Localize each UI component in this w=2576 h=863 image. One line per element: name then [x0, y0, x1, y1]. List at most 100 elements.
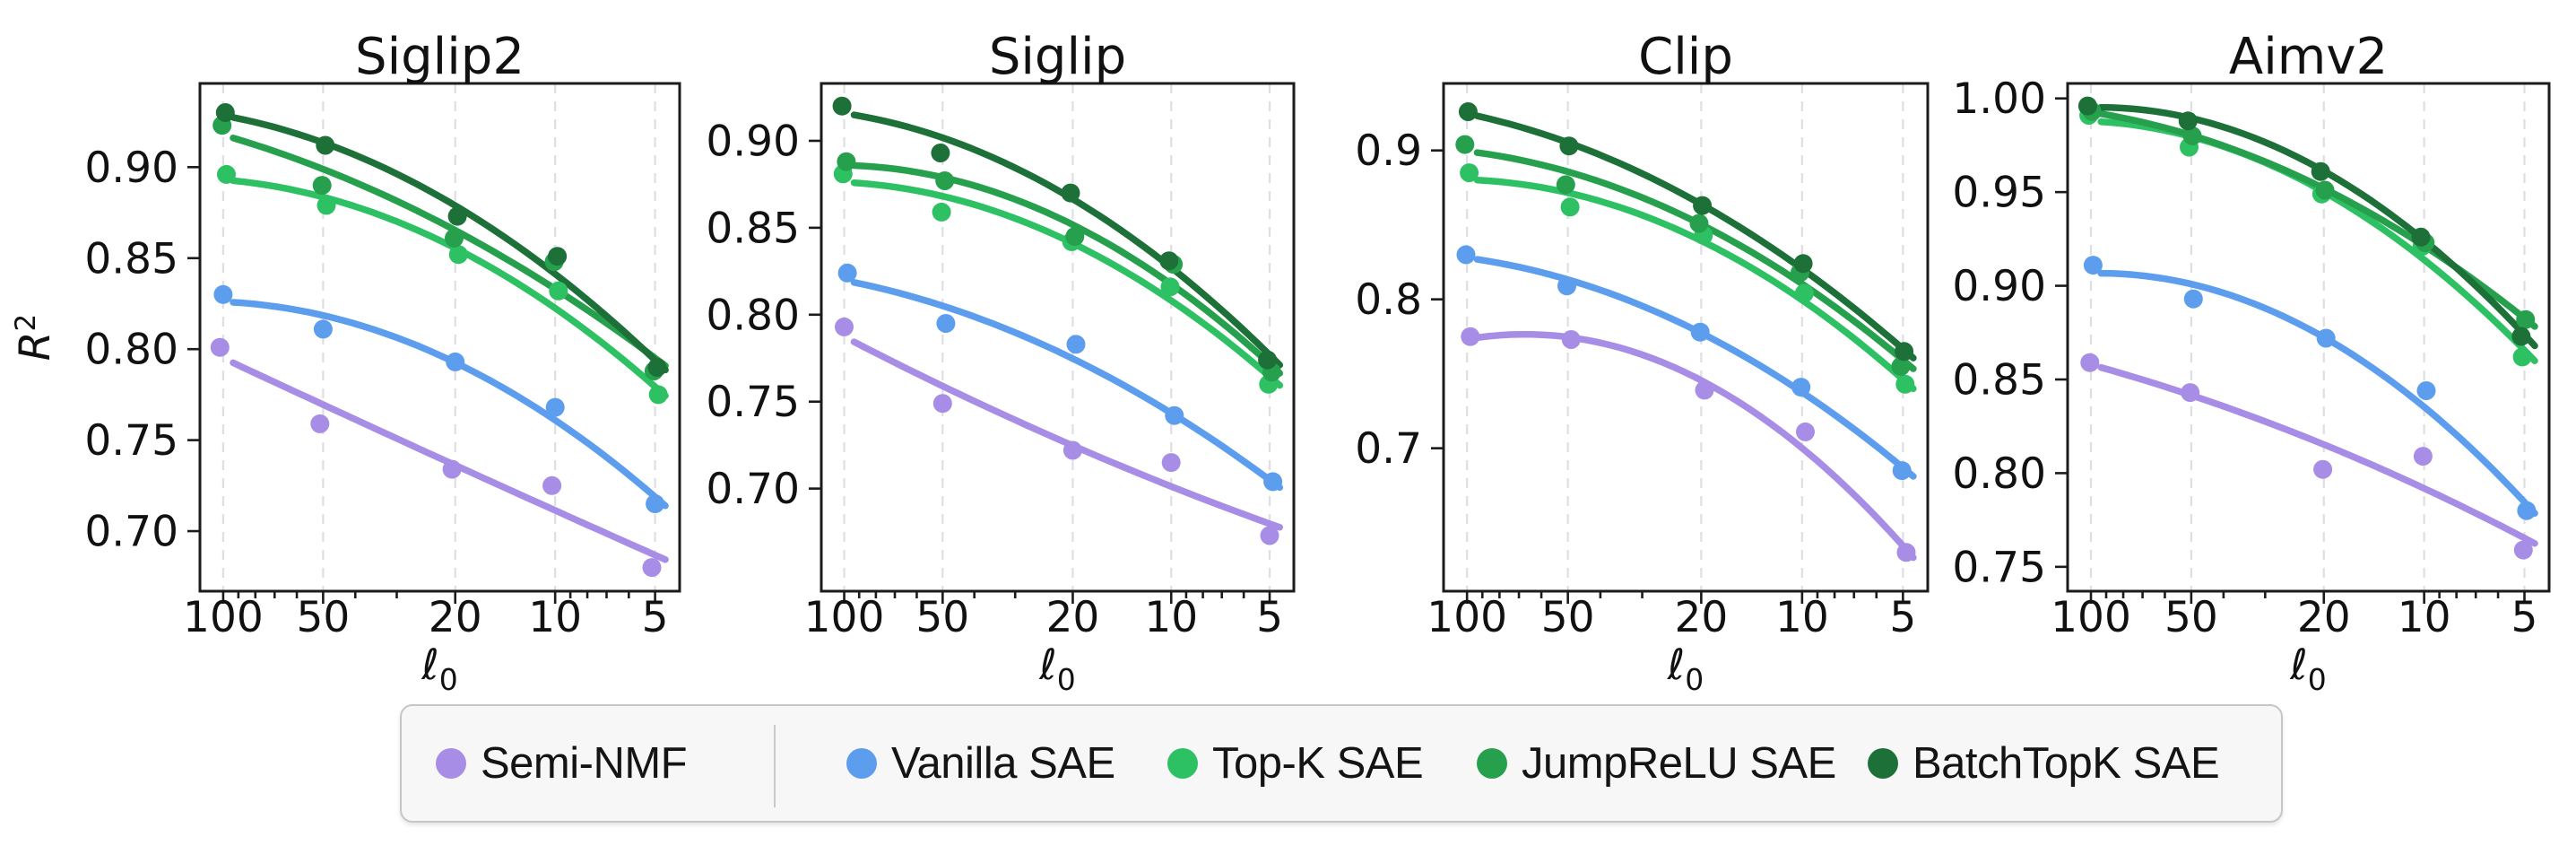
data-point-semi-nmf — [1062, 440, 1082, 460]
x-tick-label: 5 — [1256, 593, 1283, 642]
data-point-batchtopk-sae — [2178, 111, 2198, 131]
data-point-semi-nmf — [932, 394, 952, 414]
x-tick-label: 50 — [2164, 593, 2218, 642]
legend-marker-icon — [1477, 748, 1507, 779]
x-axis-label-subscript: 0 — [1685, 662, 1704, 695]
data-point-semi-nmf — [1161, 453, 1181, 473]
data-point-semi-nmf — [2513, 540, 2533, 560]
x-tick-label: 50 — [1541, 593, 1595, 642]
series-fit-line-vanilla-sae — [850, 279, 1284, 492]
data-point-top-k-sae — [2512, 347, 2532, 367]
y-tick-label: 0.70 — [706, 465, 800, 514]
data-point-jumprelu-sae — [1065, 227, 1085, 247]
data-point-top-k-sae — [648, 385, 668, 405]
series-fit-line-jumprelu-sae — [230, 135, 669, 370]
data-point-semi-nmf — [2413, 447, 2433, 466]
y-tick-label: 1.00 — [1952, 74, 2046, 124]
data-point-vanilla-sae — [1263, 472, 1283, 492]
data-point-jumprelu-sae — [935, 171, 955, 190]
x-tick-label: 10 — [1775, 593, 1829, 642]
x-tick-label: 20 — [2297, 593, 2351, 642]
chart-siglip2: 100 50 20 10 50.700.750.800.850.90Siglip2ℓ0R… — [10, 28, 681, 695]
chart-aimv2: 100 50 20 10 5 0.75 0.80 0.85 0.90 0.95 1.00 Aimv2 ℓ… — [1952, 28, 2551, 695]
data-point-vanilla-sae — [2316, 328, 2336, 348]
legend-label: Vanilla SAE — [891, 739, 1115, 788]
x-axis-label: ℓ0 — [1667, 641, 1704, 695]
axes-frame — [198, 82, 681, 593]
data-point-vanilla-sae — [1557, 276, 1576, 296]
data-point-jumprelu-sae — [1689, 214, 1709, 233]
x-tick-label: 50 — [296, 593, 350, 642]
data-point-jumprelu-sae — [445, 228, 464, 248]
x-tick-label: 5 — [2511, 593, 2538, 642]
y-tick-label: 0.80 — [84, 326, 178, 375]
data-point-jumprelu-sae — [2516, 309, 2536, 329]
series-fit-line-semi-nmf — [2097, 363, 2538, 547]
y-axis-label-superscript: 2 — [10, 314, 42, 332]
data-point-batchtopk-sae — [1693, 196, 1713, 215]
legend-item-semi-nmf: Semi-NMF — [436, 706, 688, 821]
series-fit-line-batchtopk-sae — [230, 114, 669, 374]
y-tick-label: 0.85 — [706, 204, 800, 253]
data-point-batchtopk-sae — [1258, 350, 1278, 370]
data-point-batchtopk-sae — [832, 96, 852, 116]
data-point-top-k-sae — [549, 281, 568, 301]
data-point-top-k-sae — [932, 202, 951, 222]
x-tick-label: 20 — [429, 593, 482, 642]
data-point-vanilla-sae — [313, 319, 333, 339]
data-point-batchtopk-sae — [1559, 136, 1579, 156]
data-point-vanilla-sae — [2517, 501, 2537, 520]
x-tick-label: 50 — [915, 593, 969, 642]
data-point-semi-nmf — [210, 337, 230, 357]
chart-title: Aimv2 — [2229, 28, 2388, 86]
x-axis-label: ℓ0 — [1038, 641, 1075, 695]
x-tick-label: 5 — [642, 593, 669, 642]
data-point-semi-nmf — [1260, 526, 1279, 545]
y-tick-label: 0.90 — [1952, 262, 2046, 311]
data-point-batchtopk-sae — [1061, 183, 1080, 203]
legend-marker-icon — [436, 748, 466, 779]
y-tick-label: 0.7 — [1355, 424, 1422, 474]
legend-item-vanilla-sae: Vanilla SAE — [846, 706, 1115, 821]
data-point-semi-nmf — [1461, 327, 1480, 346]
chart-title: Clip — [1638, 28, 1733, 86]
x-axis-label: ℓ0 — [2289, 641, 2326, 695]
data-point-batchtopk-sae — [647, 358, 667, 377]
data-point-jumprelu-sae — [837, 152, 856, 171]
x-tick-label: 100 — [1427, 593, 1507, 642]
y-tick-label: 0.75 — [706, 378, 800, 427]
data-point-semi-nmf — [835, 317, 854, 336]
data-point-jumprelu-sae — [2182, 126, 2202, 145]
data-point-top-k-sae — [1895, 374, 1915, 394]
x-tick-label: 10 — [2398, 593, 2451, 642]
data-point-vanilla-sae — [646, 494, 665, 514]
legend-marker-icon — [1167, 748, 1198, 779]
x-axis-label-subscript: 0 — [2308, 662, 2327, 695]
series-fit-line-vanilla-sae — [1473, 256, 1917, 480]
axes-frame — [820, 82, 1296, 593]
data-point-semi-nmf — [442, 459, 462, 479]
x-tick-label: 5 — [1889, 593, 1916, 642]
data-point-top-k-sae — [1794, 283, 1814, 303]
chart-title: Siglip2 — [355, 28, 525, 86]
x-axis-label-subscript: 0 — [439, 662, 458, 695]
legend-label: JumpReLU SAE — [1522, 739, 1836, 788]
data-point-vanilla-sae — [213, 284, 233, 304]
data-point-vanilla-sae — [1690, 322, 1710, 342]
data-point-vanilla-sae — [837, 263, 857, 283]
y-tick-label: 0.75 — [84, 416, 178, 466]
y-tick-label: 0.9 — [1355, 126, 1422, 176]
data-point-semi-nmf — [1896, 543, 1916, 562]
data-point-batchtopk-sae — [215, 103, 235, 122]
x-tick-label: 10 — [528, 593, 582, 642]
data-point-jumprelu-sae — [2315, 180, 2335, 200]
data-point-batchtopk-sae — [2311, 161, 2330, 181]
x-tick-label: 20 — [1046, 593, 1100, 642]
series-fit-line-jumprelu-sae — [850, 161, 1284, 377]
series-fit-line-semi-nmf — [850, 338, 1284, 531]
data-point-semi-nmf — [310, 414, 330, 433]
data-point-top-k-sae — [1160, 277, 1180, 297]
x-tick-label: 100 — [804, 593, 885, 642]
data-point-semi-nmf — [642, 558, 662, 578]
